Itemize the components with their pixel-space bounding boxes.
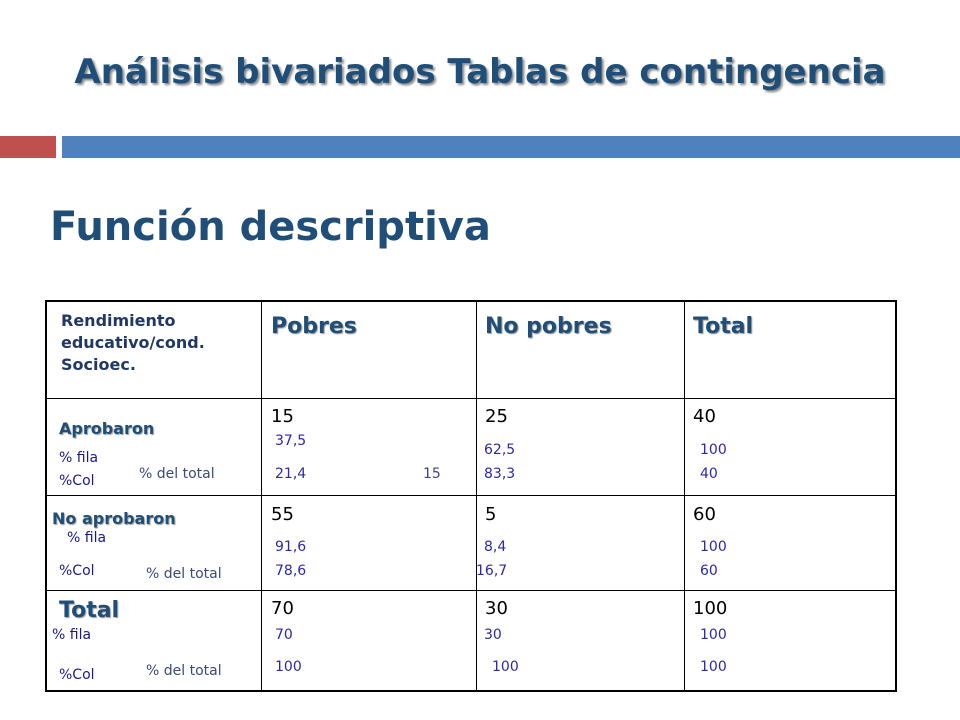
cell-pct-col: 83,3	[484, 466, 516, 482]
cell-count: 15	[271, 406, 294, 427]
cell-pct-fila: 37,5	[275, 433, 307, 449]
column-divider	[684, 302, 685, 690]
row-label-aprobaron: Aprobaron	[59, 419, 155, 438]
cell-count: 25	[485, 406, 508, 427]
cell-pct-col: 21,4	[275, 466, 307, 482]
cell-count: 70	[271, 598, 294, 619]
row-divider	[47, 398, 895, 399]
pct-col-label: %Col	[59, 563, 95, 579]
cell-pct-fila: 30	[484, 627, 502, 643]
slide-subtitle: Función descriptiva	[50, 204, 491, 250]
column-header-pobres: Pobres	[271, 314, 357, 339]
pct-col-label: %Col	[59, 667, 95, 683]
slide-title: Análisis bivariados Tablas de contingenc…	[74, 52, 886, 92]
pct-fila-label: % fila	[52, 627, 92, 643]
cell-count: 30	[485, 598, 508, 619]
row-label-total: Total	[59, 598, 120, 623]
pct-total-label: % del total	[139, 466, 215, 482]
column-divider	[261, 302, 262, 690]
cell-count: 55	[271, 504, 294, 525]
cell-pct-fila: 70	[275, 627, 293, 643]
cell-pct-fila: 91,6	[275, 539, 307, 555]
row-divider	[47, 495, 895, 496]
accent-bar-red	[0, 136, 56, 158]
pct-total-label: % del total	[146, 663, 222, 679]
cell-pct-col: 100	[700, 659, 727, 675]
column-divider	[476, 302, 477, 690]
cell-pct-total: 15	[423, 466, 441, 482]
cell-pct-fila: 100	[700, 539, 727, 555]
cell-pct-col: 100	[492, 659, 519, 675]
row-label-no-aprobaron: No aprobaron	[52, 509, 176, 528]
cell-pct-col: 40	[700, 466, 718, 482]
cell-count: 100	[693, 598, 728, 619]
column-header-no-pobres: No pobres	[485, 314, 612, 339]
cell-pct-fila: 8,4	[484, 539, 507, 555]
cell-pct-fila: 100	[700, 627, 727, 643]
corner-header: Rendimiento educativo/cond. Socioec.	[61, 311, 205, 374]
cell-count: 40	[693, 406, 716, 427]
column-header-total: Total	[693, 314, 754, 339]
cell-count: 60	[693, 504, 716, 525]
row-divider	[47, 590, 895, 591]
cell-pct-fila: 100	[700, 442, 727, 458]
cell-pct-col: 16,7	[476, 563, 508, 579]
pct-fila-label: % fila	[59, 450, 99, 466]
cell-pct-col: 78,6	[275, 563, 307, 579]
cell-count: 5	[485, 504, 497, 525]
contingency-table: Rendimiento educativo/cond. Socioec. Pob…	[45, 300, 897, 692]
cell-pct-col: 100	[275, 659, 302, 675]
cell-pct-fila: 62,5	[484, 442, 516, 458]
pct-fila-label: % fila	[67, 530, 107, 546]
pct-col-label: %Col	[59, 473, 95, 489]
accent-bar-blue	[62, 136, 960, 158]
cell-pct-col: 60	[700, 563, 718, 579]
pct-total-label: % del total	[146, 566, 222, 582]
